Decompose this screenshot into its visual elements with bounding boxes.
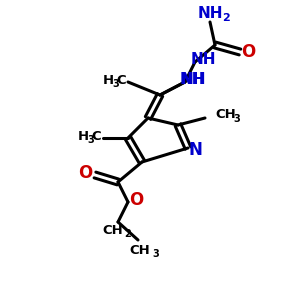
Text: H: H [78, 130, 89, 142]
Text: H: H [103, 74, 114, 86]
Text: 3: 3 [153, 249, 159, 259]
Text: 3: 3 [87, 135, 94, 145]
Text: NH: NH [190, 52, 216, 68]
Text: NH: NH [179, 71, 205, 86]
Text: 3: 3 [233, 114, 240, 124]
Text: NH: NH [180, 73, 206, 88]
Text: O: O [241, 43, 255, 61]
Text: 2: 2 [124, 229, 131, 239]
Text: CH: CH [215, 109, 236, 122]
Text: C: C [116, 74, 126, 86]
Text: NH: NH [197, 7, 223, 22]
Text: CH: CH [130, 244, 150, 256]
Text: 3: 3 [112, 79, 119, 89]
Text: C: C [92, 130, 101, 142]
Text: CH: CH [103, 224, 123, 236]
Text: O: O [78, 164, 92, 182]
Text: O: O [129, 191, 143, 209]
Text: N: N [188, 141, 202, 159]
Text: 2: 2 [222, 13, 230, 23]
